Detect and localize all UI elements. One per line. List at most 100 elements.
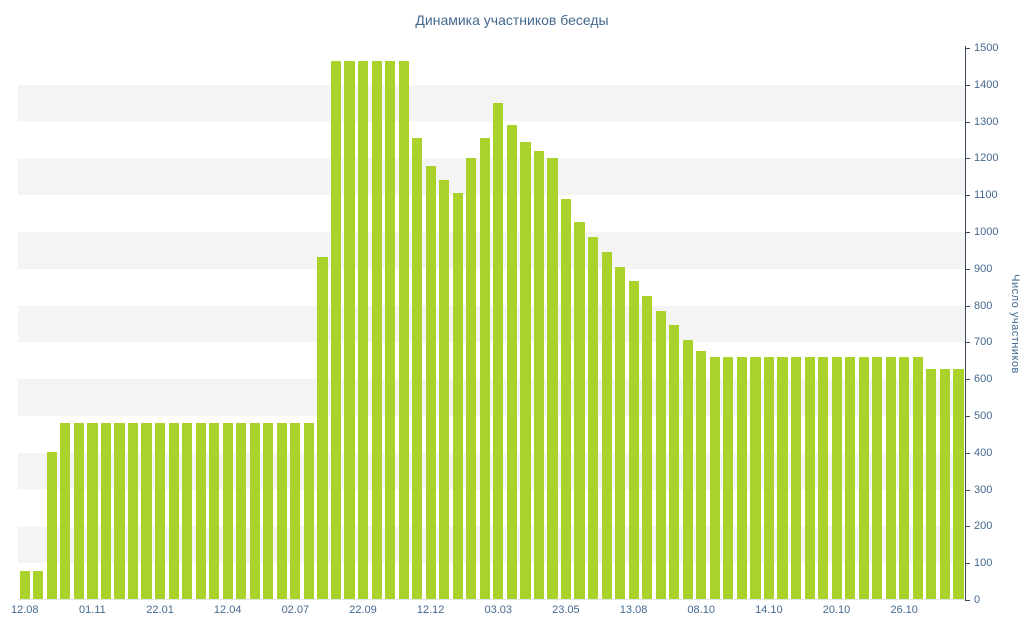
- bar: [655, 310, 666, 599]
- bar: [939, 369, 950, 599]
- bar: [615, 266, 626, 599]
- bar: [574, 222, 585, 599]
- y-tick-mark: [965, 452, 970, 454]
- bar: [763, 356, 775, 599]
- bar: [953, 369, 964, 599]
- bar: [506, 125, 517, 599]
- bar: [236, 422, 247, 599]
- bar: [804, 356, 815, 599]
- y-axis-title: Число участников: [1009, 274, 1021, 374]
- bar: [439, 180, 450, 599]
- bar: [249, 422, 260, 599]
- bar: [155, 422, 166, 599]
- bar: [669, 325, 680, 599]
- x-tick-label: 13.08: [619, 604, 648, 616]
- y-tick-label: 900: [974, 262, 993, 275]
- bar: [723, 356, 734, 599]
- y-tick-mark: [965, 121, 970, 123]
- y-tick-label: 700: [974, 336, 993, 349]
- y-tick-label: 600: [974, 373, 993, 386]
- y-tick-mark: [965, 232, 970, 233]
- bar: [344, 60, 355, 599]
- y-tick-mark: [965, 305, 970, 307]
- bar: [926, 369, 937, 599]
- bar: [46, 452, 57, 599]
- y-tick-mark: [965, 489, 970, 491]
- bar: [493, 103, 504, 599]
- bar: [818, 356, 829, 599]
- bar: [533, 150, 545, 599]
- y-tick-label: 1200: [974, 152, 999, 165]
- bar: [912, 356, 923, 599]
- bar: [560, 198, 572, 599]
- y-tick-mark: [965, 563, 970, 565]
- y-tick-mark: [965, 600, 970, 601]
- y-tick-label: 800: [974, 299, 993, 312]
- bar: [547, 158, 558, 599]
- bar: [317, 257, 328, 599]
- bar: [182, 422, 193, 599]
- x-tick-label: 12.04: [213, 604, 242, 616]
- bar: [412, 138, 423, 599]
- bar: [628, 281, 639, 599]
- bar: [750, 356, 761, 599]
- bar: [73, 422, 84, 599]
- bar: [371, 60, 382, 599]
- x-tick-label: 23.05: [552, 604, 580, 616]
- y-tick-label: 1000: [974, 226, 999, 238]
- bar: [303, 422, 314, 599]
- bar: [290, 422, 301, 599]
- x-tick-label: 26.10: [890, 604, 918, 616]
- y-tick-label: 0: [974, 594, 981, 606]
- bar: [858, 356, 869, 599]
- bar: [398, 60, 409, 599]
- x-tick-label: 12.08: [10, 604, 39, 616]
- bar: [425, 165, 436, 599]
- bar: [19, 571, 30, 599]
- bar: [642, 295, 653, 599]
- x-tick-label: 03.03: [484, 604, 513, 616]
- x-tick-label: 02.07: [281, 604, 310, 616]
- bar: [479, 138, 490, 599]
- y-tick-mark: [965, 48, 970, 49]
- bar: [127, 422, 139, 599]
- bar: [696, 351, 707, 599]
- y-tick-mark: [965, 268, 970, 270]
- bar: [222, 422, 233, 599]
- x-tick-label: 01.11: [79, 604, 106, 616]
- bar: [141, 422, 152, 599]
- bar: [845, 356, 856, 599]
- y-tick-mark: [965, 379, 970, 381]
- x-tick-label: 08.10: [687, 604, 715, 616]
- y-tick-label: 1100: [974, 189, 998, 202]
- x-tick-label: 12.12: [416, 604, 445, 616]
- bar: [168, 422, 179, 599]
- y-tick-label: 200: [974, 520, 993, 533]
- bar: [330, 60, 342, 599]
- bar: [114, 422, 125, 599]
- bar: [87, 422, 98, 599]
- y-tick-label: 400: [974, 446, 993, 459]
- y-tick-mark: [965, 416, 970, 417]
- bar: [899, 356, 910, 599]
- y-tick-label: 500: [974, 410, 993, 422]
- x-tick-label: 20.10: [822, 604, 851, 616]
- x-tick-label: 22.09: [349, 604, 377, 616]
- y-tick-label: 100: [974, 557, 993, 570]
- bar: [385, 60, 396, 599]
- y-tick-label: 1500: [974, 42, 999, 54]
- x-tick-label: 22.01: [146, 604, 174, 616]
- bar: [452, 193, 463, 599]
- bar: [831, 356, 842, 599]
- bar: [209, 422, 220, 599]
- bar: [777, 356, 788, 599]
- bar: [100, 422, 112, 599]
- chart-title: Динамика участников беседы: [415, 12, 609, 28]
- bar: [466, 158, 477, 599]
- bar: [60, 422, 71, 599]
- y-tick-mark: [965, 526, 970, 528]
- y-axis-ticks: 0 100 200 300 400 500 600 700 800 900 1000 1100 1200…: [965, 42, 1023, 606]
- bar: [588, 237, 599, 599]
- bar: [682, 340, 693, 599]
